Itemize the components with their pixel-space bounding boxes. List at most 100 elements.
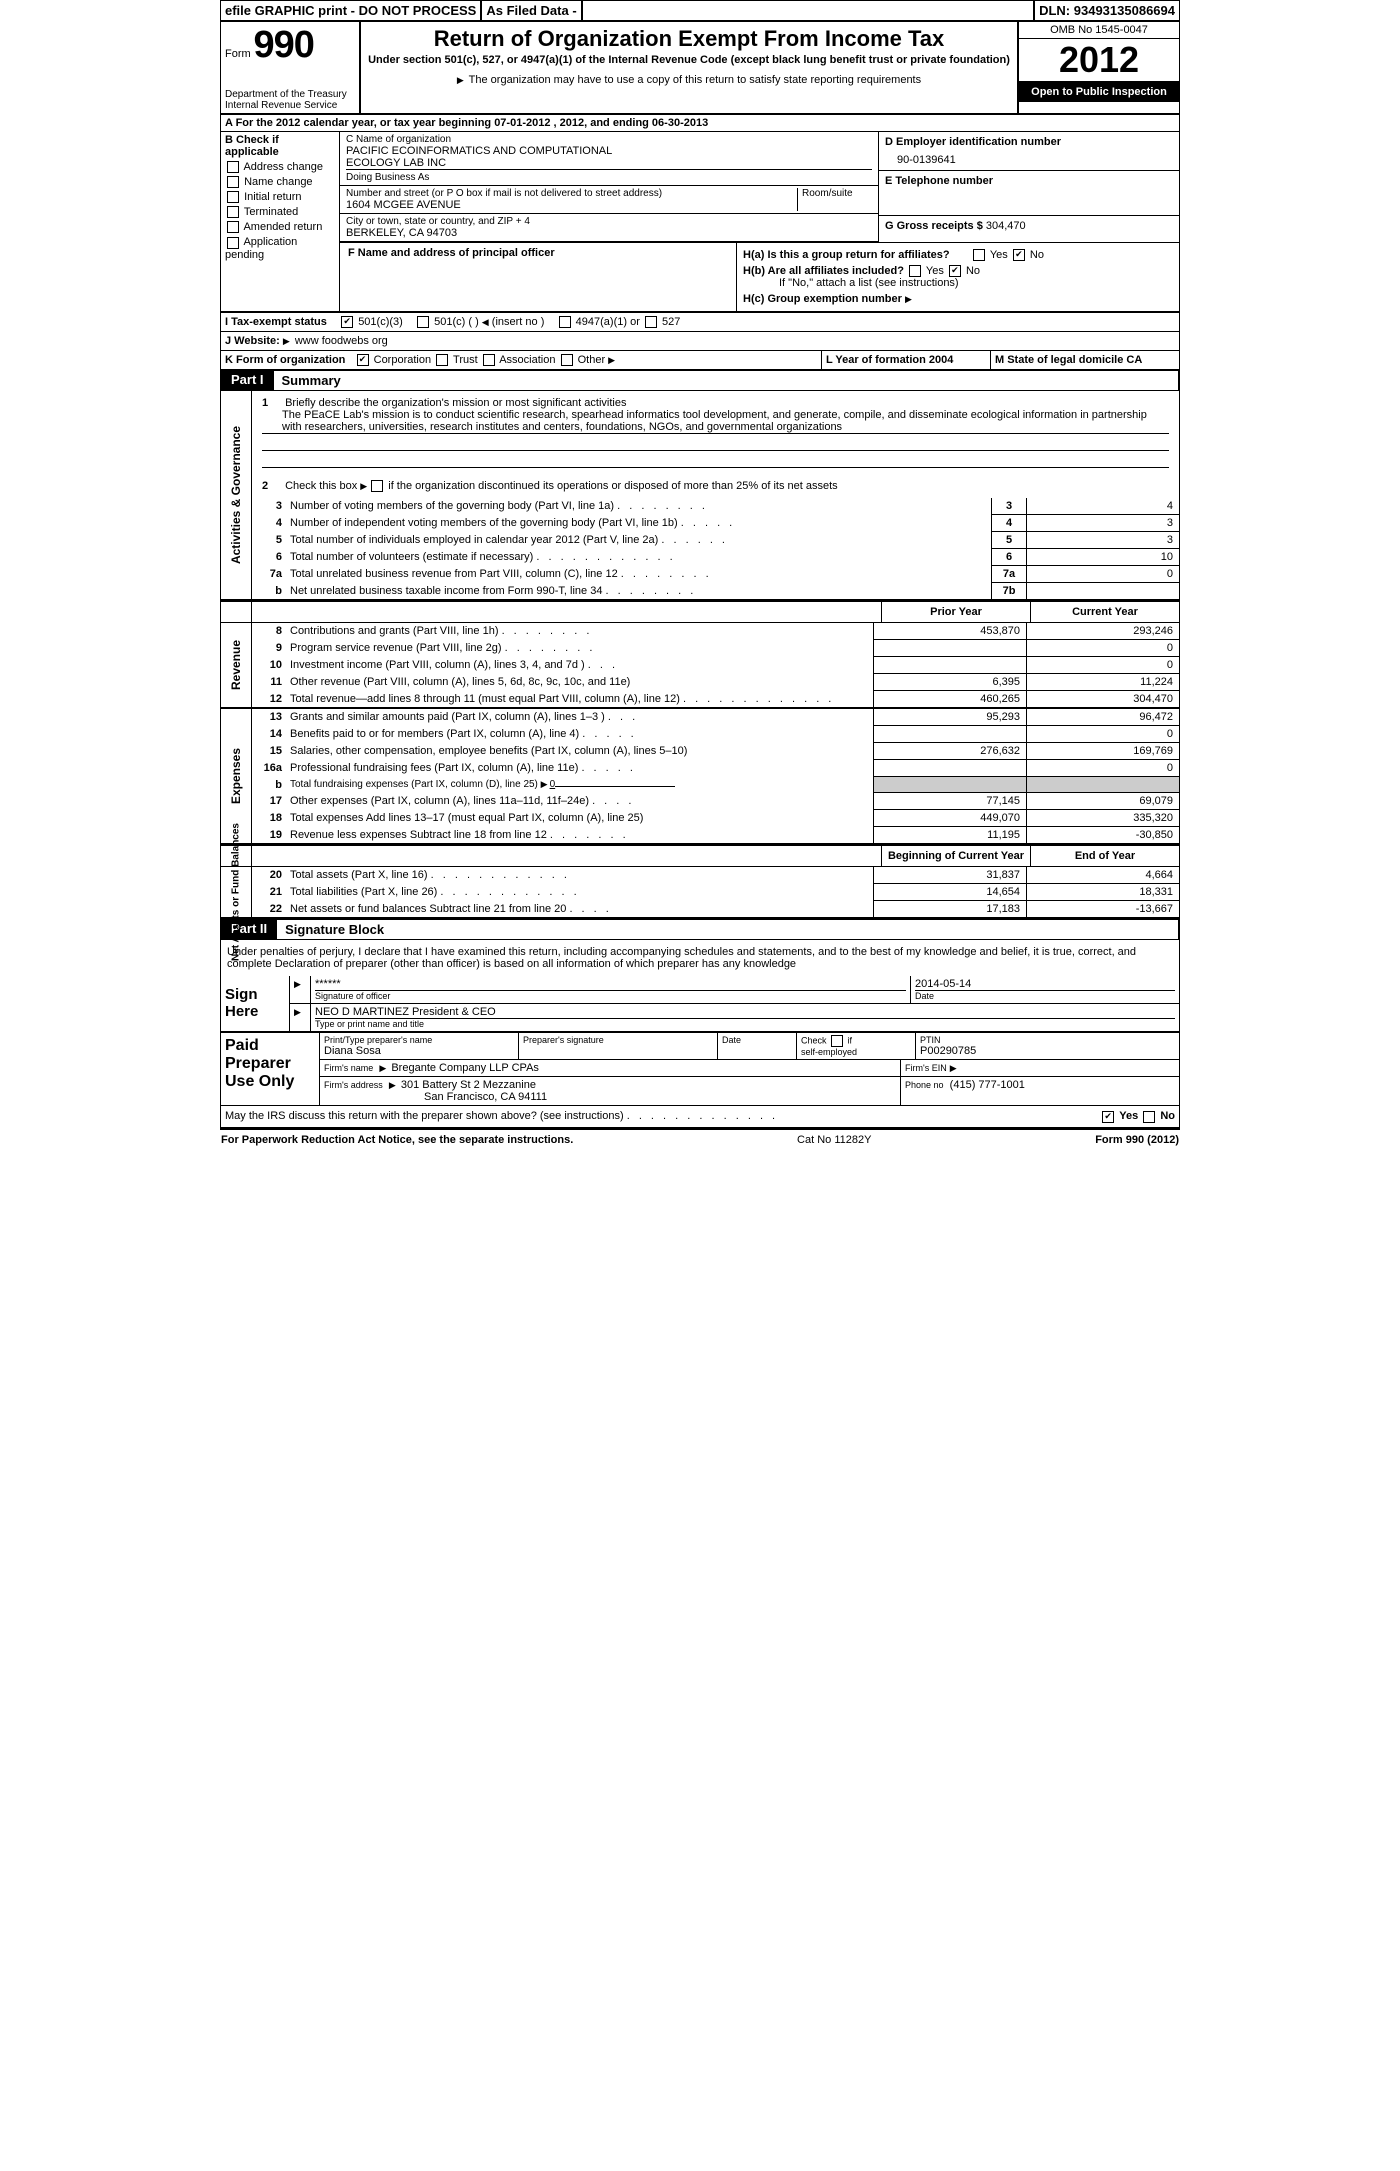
part2-header: Part II Signature Block (221, 919, 1179, 940)
line-9: 9Program service revenue (Part VIII, lin… (252, 640, 1179, 657)
efile-notice: efile GRAPHIC print - DO NOT PROCESS (221, 1, 482, 20)
l8d: Contributions and grants (Part VIII, lin… (290, 625, 499, 637)
chk-other[interactable] (561, 354, 573, 366)
ptin-value: P00290785 (920, 1045, 1175, 1057)
form-title: Return of Organization Exempt From Incom… (367, 26, 1011, 52)
ein-label: D Employer identification number (885, 136, 1061, 148)
chk-self-emp[interactable] (831, 1035, 843, 1047)
governance-section: Activities & Governance 1 Briefly descri… (221, 391, 1179, 601)
line-1: 1 Briefly describe the organization's mi… (252, 391, 1179, 474)
sig-redacted: ****** (315, 978, 906, 990)
line-6: 6Total number of volunteers (estimate if… (252, 549, 1179, 566)
l14c: 0 (1027, 726, 1179, 743)
checkbox-addr[interactable] (227, 161, 239, 173)
ha-label: H(a) Is this a group return for affiliat… (743, 249, 950, 261)
line-4: 4Number of independent voting members of… (252, 515, 1179, 532)
side-rev-text: Revenue (229, 640, 243, 690)
l5-val: 3 (1027, 532, 1179, 549)
chk-501c[interactable] (417, 316, 429, 328)
tax-period: A For the 2012 calendar year, or tax yea… (221, 115, 1179, 132)
discuss-yes[interactable] (1102, 1111, 1114, 1123)
officer-name: NEO D MARTINEZ President & CEO (315, 1006, 1175, 1018)
firm-ein-label: Firm's EIN (905, 1063, 947, 1073)
opt-527: 527 (662, 316, 680, 328)
l16ap (874, 760, 1027, 777)
chk-527[interactable] (645, 316, 657, 328)
yes-label: Yes (990, 249, 1008, 261)
line-7b: bNet unrelated business taxable income f… (252, 583, 1179, 599)
reporting-note: The organization may have to use a copy … (367, 74, 1011, 86)
preparer-name: Diana Sosa (324, 1045, 514, 1057)
l10d: Investment income (Part VIII, column (A)… (290, 659, 585, 671)
header-right: OMB No 1545-0047 2012 Open to Public Ins… (1017, 22, 1179, 113)
prep-sig-label: Preparer's signature (519, 1033, 718, 1059)
col-b-label: B Check if applicable (225, 134, 279, 158)
col-c: C Name of organization PACIFIC ECOINFORM… (340, 132, 1179, 311)
chk-corp[interactable] (357, 354, 369, 366)
hb-yes[interactable] (909, 265, 921, 277)
city-value: BERKELEY, CA 94703 (346, 227, 872, 239)
chk-trust[interactable] (436, 354, 448, 366)
paid-prep-label: Paid Preparer Use Only (221, 1033, 320, 1105)
line-22: 22Net assets or fund balances Subtract l… (252, 901, 1179, 917)
ha-no[interactable] (1013, 249, 1025, 261)
paid-preparer: Paid Preparer Use Only Print/Type prepar… (221, 1033, 1179, 1106)
hb-no[interactable] (949, 265, 961, 277)
spacer (583, 1, 1035, 20)
prior-year-hdr: Prior Year (881, 602, 1030, 622)
ein-value: 90-0139641 (885, 148, 1173, 166)
print-name-label: Print/Type preparer's name (324, 1035, 514, 1045)
checkbox-term[interactable] (227, 206, 239, 218)
opt-501c3: 501(c)(3) (358, 316, 403, 328)
l6-val: 10 (1027, 549, 1179, 566)
discuss-no-label: No (1160, 1110, 1175, 1122)
l13c: 96,472 (1027, 709, 1179, 726)
chk-501c3[interactable] (341, 316, 353, 328)
phone-label: E Telephone number (885, 175, 993, 187)
l13d: Grants and similar amounts paid (Part IX… (290, 711, 605, 723)
line-11: 11Other revenue (Part VIII, column (A), … (252, 674, 1179, 691)
chk-4947[interactable] (559, 316, 571, 328)
chk-assoc[interactable] (483, 354, 495, 366)
year-formation: L Year of formation 2004 (826, 354, 953, 366)
as-filed: As Filed Data - (482, 1, 582, 20)
arrow-icon-sig2 (294, 1006, 303, 1018)
rev-header: Prior Year Current Year (221, 601, 1179, 623)
firm-addr2: San Francisco, CA 94111 (324, 1091, 896, 1103)
line-19: 19Revenue less expenses Subtract line 18… (252, 827, 1179, 843)
l18d: Total expenses Add lines 13–17 (must equ… (286, 810, 874, 827)
l14d: Benefits paid to or for members (Part IX… (290, 728, 579, 740)
checkbox-init[interactable] (227, 191, 239, 203)
line-16b: bTotal fundraising expenses (Part IX, co… (252, 777, 1179, 793)
sig-officer-label: Signature of officer (315, 990, 906, 1001)
l8p: 453,870 (874, 623, 1027, 640)
side-ag: Activities & Governance (221, 391, 252, 599)
org-name-label: C Name of organization (346, 134, 872, 145)
line-14: 14Benefits paid to or for members (Part … (252, 726, 1179, 743)
col-b: B Check if applicable Address change Nam… (221, 132, 340, 311)
ha-yes[interactable] (973, 249, 985, 261)
part2-num: Part II (221, 919, 277, 940)
checkbox-name[interactable] (227, 176, 239, 188)
l15d: Salaries, other compensation, employee b… (286, 743, 874, 760)
sign-here: Sign Here ****** Signature of officer 20… (221, 976, 1179, 1033)
footer-left: For Paperwork Reduction Act Notice, see … (221, 1134, 573, 1146)
l2-text: Check this box if the organization disco… (285, 480, 838, 492)
checkbox-amend[interactable] (227, 221, 239, 233)
discuss-no[interactable] (1143, 1111, 1155, 1123)
side-exp-text: Expenses (229, 748, 243, 804)
street-label: Number and street (or P O box if mail is… (346, 188, 797, 199)
firm-addr1: 301 Battery St 2 Mezzanine (401, 1079, 536, 1091)
tax-year: 2012 (1019, 39, 1179, 82)
website-label: J Website: (225, 335, 280, 347)
l21d: Total liabilities (Part X, line 26) (290, 886, 437, 898)
top-bar: efile GRAPHIC print - DO NOT PROCESS As … (221, 1, 1179, 22)
perjury-text: Under penalties of perjury, I declare th… (221, 940, 1179, 976)
city-label: City or town, state or country, and ZIP … (346, 216, 872, 227)
checkbox-app[interactable] (227, 237, 239, 249)
name-change: Name change (244, 176, 313, 188)
chk-discontinued[interactable] (371, 480, 383, 492)
part1-header: Part I Summary (221, 370, 1179, 391)
sig-date: 2014-05-14 (915, 978, 1175, 990)
l20d: Total assets (Part X, line 16) (290, 869, 428, 881)
